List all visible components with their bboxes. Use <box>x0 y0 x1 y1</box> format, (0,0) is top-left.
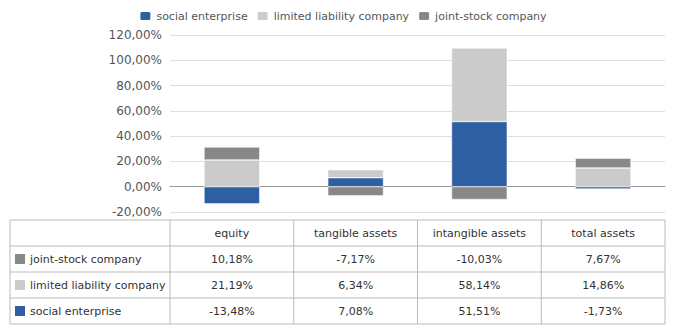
svg-text:7,08%: 7,08% <box>338 305 373 318</box>
svg-text:total assets: total assets <box>571 227 635 240</box>
svg-text:6,34%: 6,34% <box>338 279 373 292</box>
svg-text:58,14%: 58,14% <box>458 279 500 292</box>
svg-text:-10,03%: -10,03% <box>456 253 502 266</box>
svg-text:limited liability company: limited liability company <box>30 279 166 292</box>
svg-text:21,19%: 21,19% <box>211 279 253 292</box>
svg-text:14,86%: 14,86% <box>582 279 624 292</box>
svg-text:-20,00%: -20,00% <box>112 205 162 219</box>
svg-text:intangible assets: intangible assets <box>433 227 527 240</box>
svg-text:120,00%: 120,00% <box>109 28 162 42</box>
svg-text:40,00%: 40,00% <box>116 129 162 143</box>
svg-text:tangible assets: tangible assets <box>314 227 398 240</box>
svg-text:joint-stock company: joint-stock company <box>434 10 547 23</box>
svg-text:60,00%: 60,00% <box>116 104 162 118</box>
svg-text:20,00%: 20,00% <box>116 154 162 168</box>
svg-text:10,18%: 10,18% <box>211 253 253 266</box>
svg-text:-13,48%: -13,48% <box>209 305 255 318</box>
svg-text:7,67%: 7,67% <box>586 253 621 266</box>
svg-text:51,51%: 51,51% <box>458 305 500 318</box>
svg-text:-7,17%: -7,17% <box>336 253 375 266</box>
svg-text:social enterprise: social enterprise <box>30 305 121 318</box>
svg-text:social enterprise: social enterprise <box>156 10 247 23</box>
svg-text:equity: equity <box>215 227 250 240</box>
svg-text:80,00%: 80,00% <box>116 79 162 93</box>
svg-text:0,00%: 0,00% <box>124 180 162 194</box>
svg-text:limited liability company: limited liability company <box>274 10 410 23</box>
svg-text:joint-stock company: joint-stock company <box>29 253 142 266</box>
svg-text:-1,73%: -1,73% <box>584 305 623 318</box>
svg-text:100,00%: 100,00% <box>109 53 162 67</box>
